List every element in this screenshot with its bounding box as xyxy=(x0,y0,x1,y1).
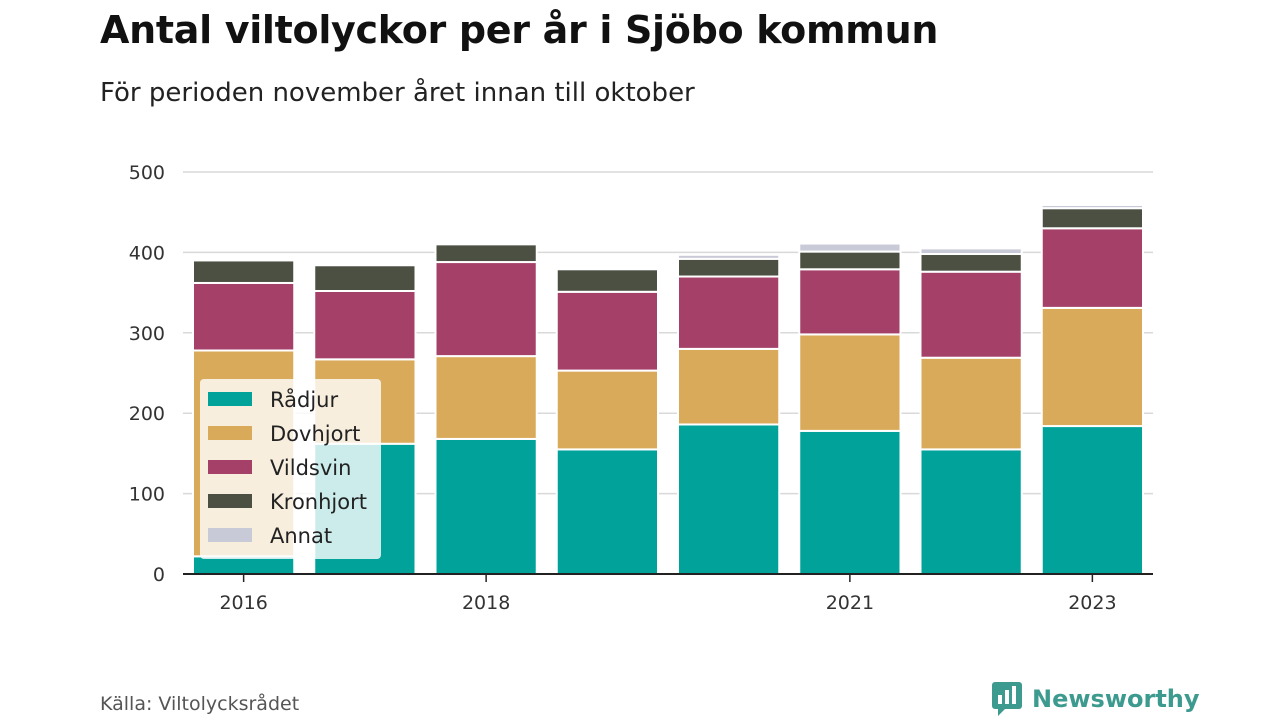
y-tick-label: 200 xyxy=(129,403,165,425)
bar-segment-2021-vildsvin[interactable] xyxy=(798,268,902,336)
bar-segment-2019-vildsvin[interactable] xyxy=(555,290,659,372)
y-tick-label: 0 xyxy=(153,564,165,586)
bar-segment-2023-kronhjort[interactable] xyxy=(1040,207,1144,230)
x-tick-label: 2023 xyxy=(1068,592,1116,614)
legend: Rådjur Dovhjort Vildsvin Kronhjort Annat xyxy=(200,379,381,559)
axes: 0 100 200 300 400 500 2016 2018 2021 2023 xyxy=(129,162,1153,614)
legend-label-vildsvin: Vildsvin xyxy=(270,456,351,480)
x-tick-label: 2016 xyxy=(219,592,267,614)
bar-segment-2023-rådjur[interactable] xyxy=(1040,425,1144,575)
bar-segment-2019-kronhjort[interactable] xyxy=(555,268,659,293)
legend-swatch-kronhjort xyxy=(208,494,252,508)
legend-swatch-rådjur xyxy=(208,392,252,406)
legend-swatch-vildsvin xyxy=(208,460,252,474)
bar-segment-2017-vildsvin[interactable] xyxy=(313,289,417,361)
bar-segment-2021-dovhjort[interactable] xyxy=(798,333,902,432)
bar-segment-2020-vildsvin[interactable] xyxy=(677,275,781,350)
x-tick-label: 2018 xyxy=(462,592,510,614)
bar-segment-2022-dovhjort[interactable] xyxy=(919,356,1023,451)
bar-segment-2023-annat[interactable] xyxy=(1040,203,1144,210)
bars xyxy=(192,203,1144,576)
bar-segment-2019-dovhjort[interactable] xyxy=(555,369,659,451)
bar-segment-2022-annat[interactable] xyxy=(919,247,1023,256)
legend-label-kronhjort: Kronhjort xyxy=(270,490,367,514)
bar-segment-2018-dovhjort[interactable] xyxy=(434,355,538,440)
bar-segment-2018-kronhjort[interactable] xyxy=(434,243,538,264)
chart-subtitle: För perioden november året innan till ok… xyxy=(100,78,695,108)
y-tick-label: 100 xyxy=(129,484,165,506)
source-note: Källa: Viltolycksrådet xyxy=(100,693,300,715)
bar-segment-2022-rådjur[interactable] xyxy=(919,448,1023,576)
brand-logo[interactable]: Newsworthy xyxy=(992,682,1200,716)
bar-segment-2020-dovhjort[interactable] xyxy=(677,347,781,426)
bar-segment-2020-rådjur[interactable] xyxy=(677,423,781,575)
bar-segment-2016-vildsvin[interactable] xyxy=(192,281,296,352)
bar-segment-2018-rådjur[interactable] xyxy=(434,437,538,576)
bar-segment-2023-vildsvin[interactable] xyxy=(1040,227,1144,309)
bar-segment-2016-kronhjort[interactable] xyxy=(192,259,296,284)
bar-segment-2022-kronhjort[interactable] xyxy=(919,253,1023,273)
bar-segment-2021-annat[interactable] xyxy=(798,242,902,253)
bar-segment-2018-vildsvin[interactable] xyxy=(434,261,538,358)
legend-label-dovhjort: Dovhjort xyxy=(270,422,360,446)
legend-label-annat: Annat xyxy=(270,524,332,548)
bar-segment-2021-rådjur[interactable] xyxy=(798,429,902,575)
brand-name: Newsworthy xyxy=(1032,685,1200,713)
newsworthy-logo-icon xyxy=(992,682,1022,716)
bar-segment-2019-rådjur[interactable] xyxy=(555,448,659,576)
bar-segment-2023-dovhjort[interactable] xyxy=(1040,306,1144,428)
legend-swatch-annat xyxy=(208,528,252,542)
legend-swatch-dovhjort xyxy=(208,426,252,440)
y-tick-label: 400 xyxy=(129,242,165,264)
x-tick-label: 2021 xyxy=(826,592,874,614)
legend-label-rådjur: Rådjur xyxy=(270,387,338,412)
chart-title: Antal viltolyckor per år i Sjöbo kommun xyxy=(100,8,939,52)
y-tick-label: 300 xyxy=(129,323,165,345)
legend-box xyxy=(200,379,381,559)
bar-segment-2021-kronhjort[interactable] xyxy=(798,250,902,271)
bar-segment-2017-kronhjort[interactable] xyxy=(313,264,417,292)
bar-segment-2020-annat[interactable] xyxy=(677,253,781,260)
bar-segment-2020-kronhjort[interactable] xyxy=(677,257,781,278)
y-tick-label: 500 xyxy=(129,162,165,184)
bar-segment-2022-vildsvin[interactable] xyxy=(919,270,1023,359)
